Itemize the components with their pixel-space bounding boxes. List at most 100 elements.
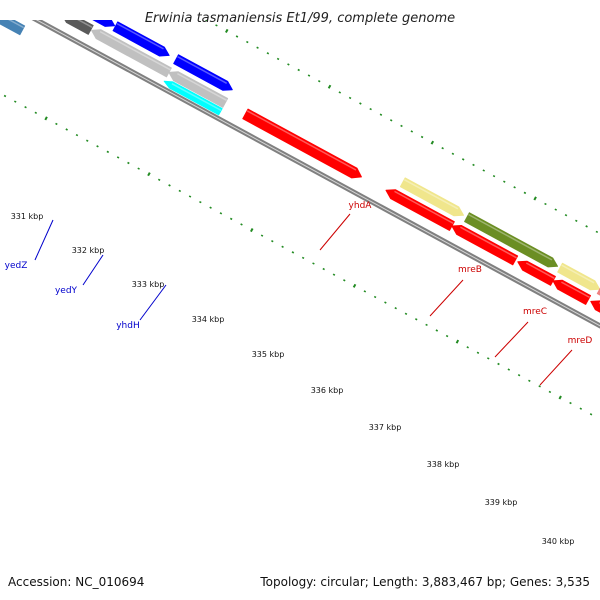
gene-features [0,3,600,313]
outer-tick-mark [554,208,557,211]
kbp-label: 337 kbp [369,423,402,432]
gene-feature-14 [464,212,558,268]
gene-feature-13 [385,189,455,231]
outer-tick-mark [513,186,516,189]
inner-tick-mark [312,262,315,265]
inner-tick-mark [363,290,367,293]
kbp-label: 336 kbp [311,386,344,395]
inner-tick-mark [455,339,460,344]
outer-tick-mark [523,191,527,195]
outer-tick-mark [369,107,372,111]
gene-feature-highlight [99,30,171,71]
inner-tick-mark [188,195,192,198]
outer-tick-mark [327,84,332,89]
gene-label-yhdA: yhdA [349,201,373,211]
inner-tick-mark [517,374,521,377]
inner-tick-mark [384,301,387,304]
gene-label-mreC: mreC [523,307,547,317]
inner-tick-mark [106,150,110,154]
gene-feature-highlight [460,226,517,259]
gene-feature-9 [168,71,229,108]
outer-tick-mark [389,119,393,122]
outer-tick-mark [246,40,249,44]
inner-tick-mark [373,295,377,299]
inner-tick-mark [394,307,397,310]
accession-text: Accession: NC_010694 [8,575,144,589]
kbp-labels: 331 kbp 332 kbp 333 kbp 334 kbp 335 kbp 336 k… [11,212,575,546]
inner-tick-mark [96,145,99,148]
inner-tick-mark [65,128,68,131]
inner-tick-mark [240,223,243,226]
gene-label-yedZ: yedZ [5,261,28,271]
inner-tick-mark [425,323,428,327]
kbp-label: 331 kbp [11,212,44,221]
inner-tick-mark [281,245,284,248]
gene-label-mreD: mreD [568,336,593,346]
gene-callout-lines [34,213,573,386]
kbp-label: 332 kbp [72,246,105,255]
callout-line [429,279,464,317]
gene-feature-highlight [79,3,109,19]
outer-tick-mark [185,8,186,9]
gene-feature-18 [596,287,600,296]
inner-tick-mark [476,351,480,354]
gene-feature-5 [64,20,94,35]
outer-tick-mark [533,196,537,201]
inner-tick-mark [271,240,274,243]
outer-tick-mark [420,135,424,139]
gene-feature-highlight [561,281,590,299]
gene-feature-16 [557,262,600,291]
outer-tick-ring [175,2,599,234]
gene-feature-highlight [77,20,93,28]
gene-feature-highlight [468,213,553,261]
gene-feature-17 [517,260,556,286]
outer-tick-mark [472,163,475,167]
outer-tick-mark [430,140,435,145]
gene-label-yhdH: yhdH [116,321,140,331]
inner-tick-mark [558,395,562,400]
outer-tick-mark [575,219,578,222]
inner-tick-mark [352,283,357,288]
inner-tick-mark [55,122,58,126]
inner-tick-mark [435,329,439,332]
inner-tick-mark [209,206,212,209]
callout-line [34,219,54,261]
inner-tick-mark [127,161,130,165]
inner-tick-mark [178,189,182,193]
outer-tick-mark [338,91,342,94]
inner-tick-mark [497,362,500,366]
callout-line [139,284,167,321]
inner-tick-mark [487,357,490,360]
inner-tick-mark [44,116,48,121]
outer-tick-mark [175,2,176,3]
inner-tick-mark [322,267,325,271]
outer-tick-mark [400,124,403,128]
inner-tick-mark [86,139,89,142]
outer-tick-mark [348,96,352,100]
inner-tick-mark [219,212,223,215]
outer-tick-mark [276,57,280,61]
gene-feature-6 [112,21,170,57]
outer-tick-mark [585,225,588,228]
gene-feature-highlight [116,22,164,50]
kbp-label: 340 kbp [542,537,575,546]
inner-tick-mark [528,379,531,382]
gene-feature-2 [0,20,26,36]
outer-tick-mark [595,230,599,234]
inner-tick-mark [569,401,572,405]
genome-plot-area: yedZ yedY yhdH yhdA mreB mreC mreD 331 kbp 332 … [0,2,600,546]
callout-line [539,349,573,386]
inner-tick-mark [343,279,346,282]
gene-feature-highlight [403,179,459,210]
outer-tick-mark [461,158,465,161]
inner-tick-mark [538,385,541,388]
outer-tick-mark [235,35,239,38]
genome-summary-text: Topology: circular; Length: 3,883,467 bp… [259,575,590,589]
inner-tick-mark [332,273,336,276]
outer-tick-mark [564,214,568,217]
gene-feature-10 [163,80,223,116]
outer-tick-mark [492,174,496,178]
gene-feature-highlight [177,55,228,84]
gene-feature-4 [92,20,116,27]
inner-tick-mark [589,413,593,416]
